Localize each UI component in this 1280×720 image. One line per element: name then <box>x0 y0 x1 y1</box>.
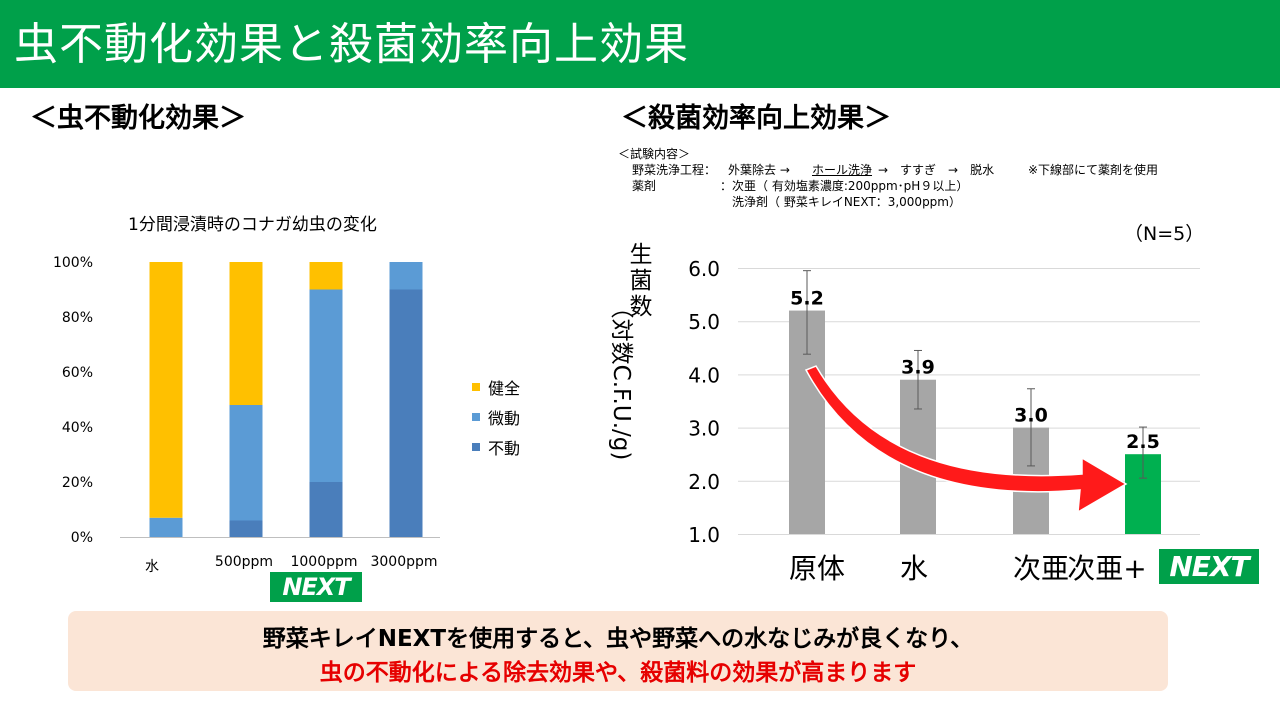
bar-segment <box>309 482 343 537</box>
line2-sep: ： <box>720 179 733 193</box>
conclusion-line2: 虫の不動化による除去効果や、殺菌料の効果が高まります <box>319 660 917 686</box>
line1-label: 野菜洗浄工程： <box>632 163 717 177</box>
test-notes-header: ＜試験内容＞ <box>618 147 691 161</box>
bar-segment <box>149 262 183 518</box>
x-tick-label: 次亜 <box>1013 552 1069 585</box>
conclusion-line1: 野菜キレイNEXTを使用すると、虫や野菜への水なじみが良くなり、 <box>262 626 974 652</box>
bar-segment <box>229 262 263 405</box>
y-tick-label: 3.0 <box>688 417 720 441</box>
x-tick-label: 次亜+ <box>1067 552 1146 585</box>
legend-swatch <box>472 443 480 451</box>
line1-note: ※下線部にて薬剤を使用 <box>1028 163 1159 177</box>
bar-segment <box>229 520 263 537</box>
bar-segment <box>309 289 343 482</box>
page-title: 虫不動化効果と殺菌効率向上効果 <box>14 19 689 70</box>
y-tick-label: 2.0 <box>688 470 720 494</box>
x-tick-label: 500ppm <box>215 554 273 570</box>
line3-value: 洗浄剤（ 野菜キレイNEXT：3,000ppm） <box>732 195 961 209</box>
right-chart-ylabel-top: 生菌数 <box>624 242 658 320</box>
data-label: 2.5 <box>1126 431 1160 453</box>
y-tick-label: 0% <box>71 530 93 546</box>
x-tick-label: 水 <box>145 559 159 575</box>
bar-segment <box>149 517 183 537</box>
legend-label: 不動 <box>488 439 521 458</box>
decrease-arrow <box>804 365 1128 514</box>
data-label: 3.0 <box>1014 405 1048 427</box>
next-badge-right: NEXT <box>1159 549 1259 584</box>
bar-segment <box>229 405 263 521</box>
y-tick-label: 40% <box>62 420 93 436</box>
legend-item-slight: 微動 <box>472 402 520 432</box>
line1-a: 外葉除去 → <box>728 163 790 177</box>
legend-swatch <box>472 413 480 421</box>
left-section-heading: ＜虫不動化効果＞ <box>30 103 246 134</box>
data-label: 5.2 <box>790 288 824 310</box>
next-badge-left: NEXT <box>270 572 362 602</box>
y-tick-label: 100% <box>53 255 93 271</box>
legend-item-immobile: 不動 <box>472 432 520 462</box>
bar-segment <box>389 289 423 537</box>
left-chart-legend: 健全 微動 不動 <box>472 372 520 462</box>
data-label: 3.9 <box>901 357 935 379</box>
test-notes: ＜試験内容＞ 野菜洗浄工程： 外葉除去 → ホール洗浄 → すすぎ → 脱水 ※… <box>618 146 1218 210</box>
line2-label: 薬剤 <box>632 179 657 193</box>
conclusion-box: 野菜キレイNEXTを使用すると、虫や野菜への水なじみが良くなり、 虫の不動化によ… <box>68 611 1168 691</box>
bar-segment <box>389 262 423 290</box>
legend-label: 微動 <box>488 409 521 428</box>
bar-segment <box>309 262 343 290</box>
legend-item-healthy: 健全 <box>472 372 520 402</box>
title-bar: 虫不動化効果と殺菌効率向上効果 <box>0 0 1280 88</box>
y-tick-label: 80% <box>62 310 93 326</box>
y-tick-label: 6.0 <box>688 257 720 281</box>
y-tick-label: 1.0 <box>688 523 720 547</box>
x-tick-label: 水 <box>900 552 928 585</box>
line1-b: ホール洗浄 <box>812 163 873 177</box>
y-tick-label: 20% <box>62 475 93 491</box>
sample-size-label: （N=5） <box>1124 223 1205 245</box>
line2-value: 次亜（ 有効塩素濃度:200ppm･pH９以上） <box>732 179 969 193</box>
y-tick-label: 4.0 <box>688 363 720 387</box>
x-tick-label: 1000ppm <box>290 554 357 570</box>
y-tick-label: 60% <box>62 365 93 381</box>
x-tick-label: 原体 <box>789 552 845 585</box>
ylabel-top-text: 生菌数 <box>629 242 653 320</box>
y-tick-label: 5.0 <box>688 310 720 334</box>
legend-swatch <box>472 383 480 391</box>
right-section-heading: ＜殺菌効率向上効果＞ <box>621 103 891 134</box>
line1-c: → すすぎ → 脱水 <box>878 163 995 177</box>
left-chart-title: 1分間浸漬時のコナガ幼虫の変化 <box>128 215 377 235</box>
legend-label: 健全 <box>488 379 521 398</box>
x-tick-label: 3000ppm <box>370 554 437 570</box>
